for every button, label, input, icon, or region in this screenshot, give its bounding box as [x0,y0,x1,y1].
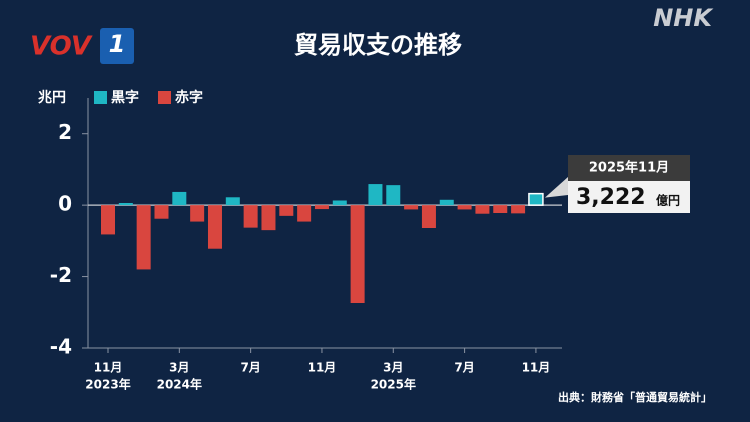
bar [368,184,383,206]
bar [136,205,151,270]
y-tick-label: 0 [58,192,72,216]
bar [172,191,187,206]
y-tick-label: -2 [50,263,72,287]
legend-label: 黒字 [111,89,139,106]
bar [457,205,472,210]
y-tick-label: -4 [50,335,72,359]
x-tick-label: 3月 [169,361,189,375]
legend-swatch [94,91,107,104]
bar [475,205,490,214]
data-label: 3,222 [576,185,646,210]
x-tick-label: 7月 [240,361,260,375]
bar [101,205,115,235]
x-year-label: 2023年 [85,377,130,392]
chart-title: 貿易収支の推移 [294,31,462,59]
x-year-label: 2025年 [371,377,416,392]
logo-left: VOV [30,32,93,62]
bar [261,205,276,231]
x-tick-label: 11月 [94,361,123,375]
bar [225,197,240,206]
bar [386,185,401,206]
bar [314,205,329,210]
logo-badge [100,28,134,64]
bar [350,205,365,303]
bar [297,205,312,222]
x-tick-label: 11月 [308,361,337,375]
legend-swatch [158,91,171,104]
bar [421,205,436,228]
callout-unit: 億円 [656,193,680,208]
x-tick-label: 7月 [454,361,474,375]
bar [118,203,133,206]
logo-badge-text: 1 [109,30,126,58]
logo-right: NHK [653,4,714,32]
bar [279,205,294,216]
bar [154,205,169,219]
y-unit: 兆円 [38,90,66,106]
y-tick-label: 2 [58,120,72,144]
bar [511,205,526,214]
callout-body [568,181,690,213]
bar [243,205,258,228]
callout-pointer [544,177,568,198]
callout-title: 2025年11月 [589,160,669,176]
source: 出典：財務省「普通貿易統計」 [558,390,712,404]
legend-label: 赤字 [175,89,203,106]
bar [404,205,419,210]
bar [439,199,454,206]
x-year-label: 2024年 [157,377,202,392]
bar [528,192,544,206]
callout-header [568,155,690,181]
bar [332,200,347,206]
x-tick-label: 3月 [383,361,403,375]
bar [493,205,508,213]
bar [190,205,205,222]
bar [207,205,222,249]
x-tick-label: 11月 [522,361,551,375]
